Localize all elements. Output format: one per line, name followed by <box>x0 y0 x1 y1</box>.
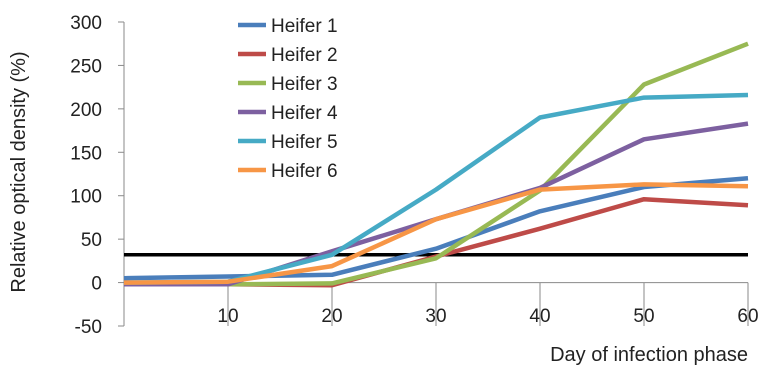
x-tick-label: 30 <box>425 306 446 327</box>
y-tick-label: 150 <box>70 143 102 164</box>
legend-label: Heifer 2 <box>271 45 338 66</box>
x-axis-title: Day of infection phase <box>550 344 748 365</box>
y-tick-label: 0 <box>91 274 102 295</box>
legend: Heifer 1 Heifer 2 Heifer 3 Heifer 4 Heifer 5… <box>238 16 338 182</box>
series-line-heifer-6 <box>123 182 749 285</box>
legend-label: Heifer 3 <box>271 74 338 95</box>
y-tick-label: 250 <box>70 56 102 77</box>
x-tick-label: 10 <box>217 306 238 327</box>
y-tick-label: -50 <box>75 317 102 338</box>
series-line-heifer-1 <box>123 176 749 281</box>
y-axis-title: Relative optical density (%) <box>8 51 30 292</box>
y-tick-label: 300 <box>70 13 102 34</box>
x-tick-label: 50 <box>633 306 654 327</box>
legend-label: Heifer 5 <box>271 132 338 153</box>
legend-label: Heifer 4 <box>271 103 338 124</box>
x-tick-label: 60 <box>737 306 758 327</box>
y-tick-label: 50 <box>81 230 102 251</box>
legend-label: Heifer 1 <box>271 16 338 37</box>
x-tick-label: 20 <box>321 306 342 327</box>
y-tick-label: 200 <box>70 100 102 121</box>
x-axis: 10 20 30 40 50 60 <box>124 282 759 327</box>
y-axis: -50 0 50 100 150 200 250 300 <box>70 13 125 338</box>
y-tick-label: 100 <box>70 187 102 208</box>
series-layer <box>123 41 749 288</box>
x-tick-label: 40 <box>529 306 550 327</box>
series-line-heifer-2 <box>123 196 749 288</box>
legend-label: Heifer 6 <box>271 161 338 182</box>
